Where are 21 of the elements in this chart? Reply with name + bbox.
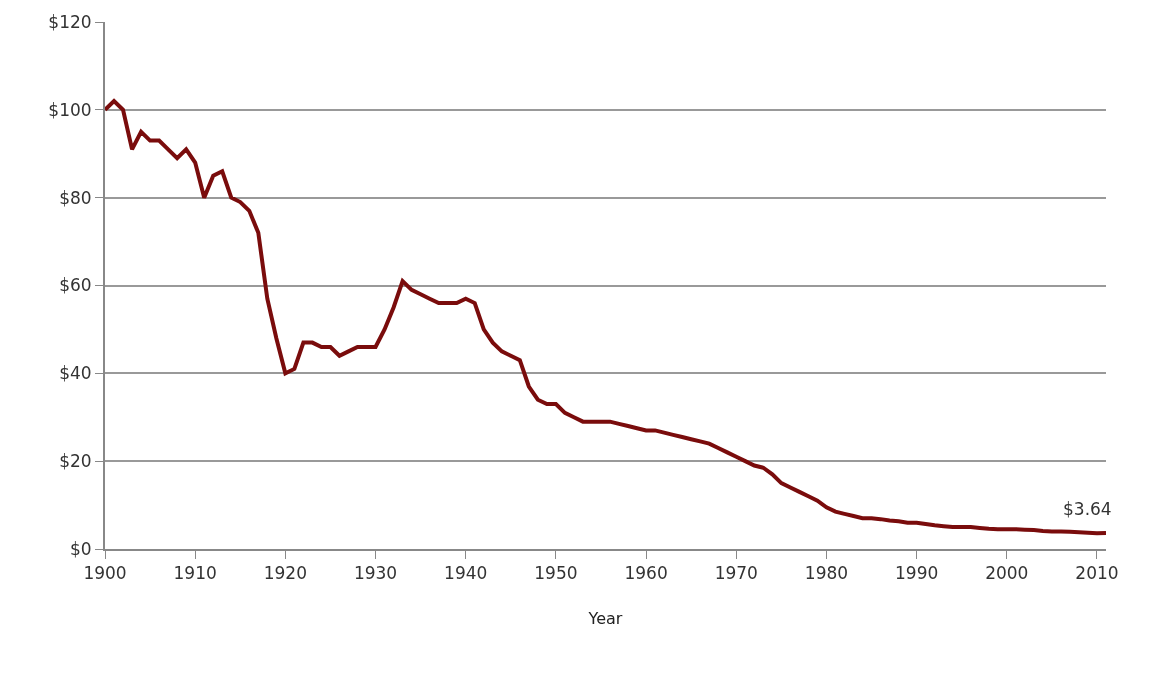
x-tick-label: 1930 [353, 563, 398, 584]
x-tick-label: 1900 [83, 563, 127, 584]
annotation: $3.64 [1063, 499, 1112, 519]
y-tick-label: $40 [59, 363, 92, 384]
x-tick-label: 1970 [714, 563, 758, 584]
y-tick-label: $0 [69, 538, 92, 559]
y-tick-label: $20 [59, 451, 92, 472]
x-tick-label: 2010 [1075, 563, 1119, 584]
x-tick-label: 1940 [444, 563, 488, 584]
x-tick-label: 1950 [534, 563, 578, 584]
x-tick-label: 1990 [894, 563, 939, 584]
y-tick-label: $80 [59, 187, 92, 208]
x-tick-label: 2000 [985, 563, 1029, 584]
y-tick-label: $120 [48, 11, 92, 32]
x-tick-label: 1980 [804, 563, 849, 584]
y-tick-label: $60 [59, 275, 92, 296]
x-axis-title: Year [587, 608, 623, 628]
x-tick-label: 1960 [624, 563, 668, 584]
x-tick-label: 1920 [263, 563, 307, 584]
y-tick-label: $100 [48, 99, 92, 120]
x-tick-label: 1910 [173, 563, 217, 584]
